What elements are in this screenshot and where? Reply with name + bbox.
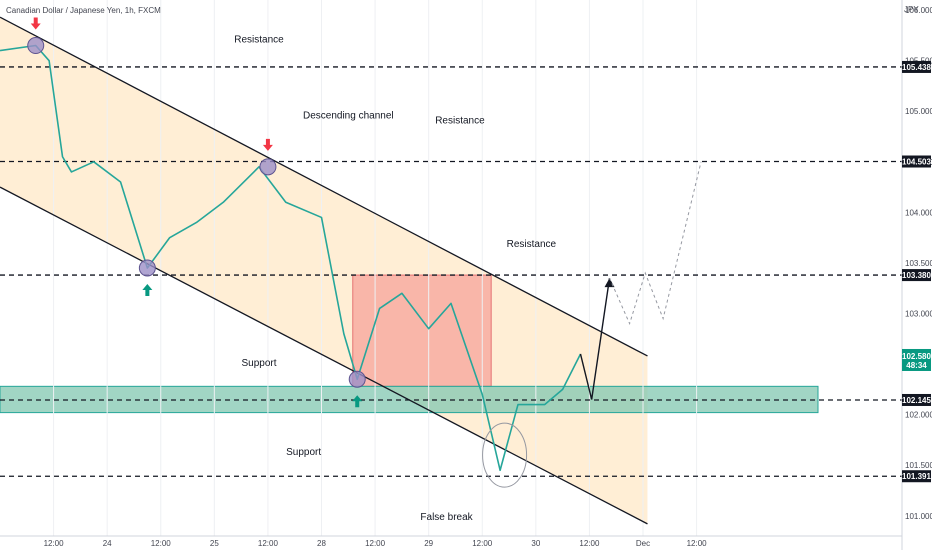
price-line bbox=[0, 44, 582, 472]
annotation-label: False break bbox=[420, 512, 473, 523]
x-tick-label: 29 bbox=[424, 539, 433, 548]
horizontal-levels bbox=[0, 66, 902, 477]
projection-main-leg bbox=[579, 278, 611, 400]
buy-arrow-icon bbox=[352, 395, 363, 408]
projection-dashed-path bbox=[609, 161, 702, 326]
sell-arrow-icon bbox=[262, 138, 273, 151]
y-tick-label: 103.500 bbox=[905, 259, 932, 268]
level-price-tag bbox=[902, 155, 931, 168]
price-tags: 105.438 104.503 103.380 102.145 101.391 102.5… bbox=[902, 60, 932, 483]
annotation-label: Resistance bbox=[507, 239, 557, 250]
level-price-tag-label: 101.391 bbox=[902, 472, 931, 481]
range-box bbox=[352, 274, 492, 387]
chart-annotations: Resistance Descending channel Resistance Re… bbox=[234, 34, 556, 522]
x-tick-label: 12:00 bbox=[687, 539, 708, 548]
last-price-tag bbox=[902, 348, 931, 371]
currency-label: JPY bbox=[904, 5, 919, 14]
level-price-tag-label: 104.503 bbox=[902, 158, 931, 167]
bar-countdown-label: 48:34 bbox=[906, 361, 927, 370]
y-tick-label: 103.000 bbox=[905, 310, 932, 319]
x-tick-label: 25 bbox=[210, 539, 219, 548]
x-axis: 12:00 24 12:00 25 12:00 28 12:00 29 12:00 30 12:00… bbox=[44, 539, 708, 548]
annotation-label: Support bbox=[286, 447, 321, 458]
chart-markers bbox=[27, 17, 528, 488]
level-price-tag bbox=[902, 393, 931, 406]
sell-arrow-icon bbox=[30, 17, 41, 30]
descending-channel bbox=[0, 16, 648, 525]
chart-title: Canadian Dollar / Japanese Yen, 1h, FXCM bbox=[6, 6, 161, 15]
channel-upper-line bbox=[0, 16, 648, 357]
y-tick-label: 105.000 bbox=[905, 107, 932, 116]
level-price-tag-label: 102.145 bbox=[902, 396, 931, 405]
buy-arrow-icon bbox=[142, 284, 153, 296]
x-tick-label: 28 bbox=[317, 539, 326, 548]
x-tick-label: 12:00 bbox=[151, 539, 172, 548]
x-tick-label: Dec bbox=[636, 539, 650, 548]
x-tick-label: 12:00 bbox=[44, 539, 65, 548]
y-tick-label: 101.500 bbox=[905, 461, 932, 470]
y-tick-label: 101.000 bbox=[905, 512, 932, 521]
channel-lower-line bbox=[0, 186, 648, 525]
y-tick-label: 102.000 bbox=[905, 411, 932, 420]
level-price-tag bbox=[902, 470, 931, 483]
x-tick-label: 12:00 bbox=[365, 539, 386, 548]
last-price-label: 102.580 bbox=[902, 352, 931, 361]
x-tick-label: 24 bbox=[103, 539, 112, 548]
x-tick-label: 12:00 bbox=[258, 539, 279, 548]
annotation-label: Resistance bbox=[234, 34, 284, 45]
x-tick-label: 30 bbox=[531, 539, 540, 548]
level-price-tag bbox=[902, 60, 931, 73]
touch-point-marker bbox=[259, 158, 277, 176]
x-tick-label: 12:00 bbox=[579, 539, 600, 548]
projection-path bbox=[579, 161, 702, 400]
touch-point-marker bbox=[348, 370, 366, 388]
level-price-tag-label: 105.438 bbox=[902, 63, 931, 72]
touch-point-marker bbox=[27, 37, 45, 55]
touch-point-marker bbox=[138, 259, 156, 277]
annotation-label: Resistance bbox=[435, 115, 485, 126]
annotation-label: Descending channel bbox=[303, 110, 394, 121]
level-price-tag bbox=[902, 269, 931, 282]
annotation-label: Support bbox=[241, 358, 276, 369]
y-tick-label: 106.000 bbox=[905, 6, 932, 15]
false-break-ellipse bbox=[482, 422, 528, 488]
x-tick-label: 12:00 bbox=[472, 539, 493, 548]
y-tick-label: 104.000 bbox=[905, 208, 932, 217]
price-series bbox=[0, 44, 582, 472]
level-price-tag-label: 103.380 bbox=[902, 271, 931, 280]
